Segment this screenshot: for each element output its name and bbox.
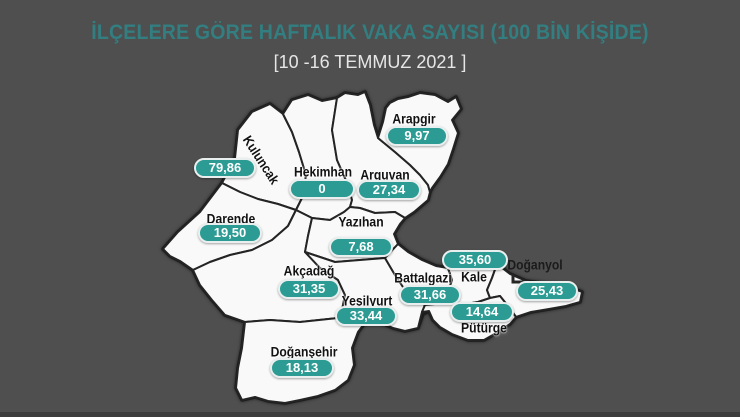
value-badge-yazihan: 7,68 (329, 237, 393, 257)
district-label-arapgir: Arapgir (392, 111, 436, 127)
value-badge-arapgir: 9,97 (386, 126, 448, 146)
value-badge-puturge: 14,64 (450, 302, 514, 322)
value-badge-battalgazi: 31,66 (399, 285, 461, 305)
value-badge-hekimhan: 0 (289, 179, 355, 199)
value-badge-darende: 19,50 (198, 223, 262, 243)
district-label-akcadag: Akçadağ (283, 263, 335, 279)
value-badge-yesilyurt: 33,44 (335, 306, 397, 326)
value-badge-doganyol: 25,43 (516, 281, 578, 301)
district-label-arguvan: Arguvan (360, 167, 410, 183)
value-badge-akcadag: 31,35 (278, 279, 340, 299)
page-title: İLÇELERE GÖRE HAFTALIK VAKA SAYISI (100 … (91, 21, 649, 44)
bottom-bar (0, 412, 740, 417)
district-label-puturge: Pütürge (461, 320, 507, 336)
value-badge-kuluncak: 79,86 (194, 158, 256, 178)
district-label-darende: Darende (206, 211, 256, 227)
value-badge-doganshehir: 18,13 (270, 358, 334, 378)
district-label-battalgazi: Battalgazi (394, 270, 452, 286)
district-label-yazihan: Yazıhan (338, 214, 384, 230)
value-badge-kale: 35,60 (442, 250, 508, 270)
district-label-yesilyurt: Yeşilyurt (341, 293, 393, 309)
value-badge-arguvan: 27,34 (357, 180, 421, 200)
district-label-doganyol: Doğanyol (507, 257, 563, 273)
district-label-doganshehir: Doğanşehir (270, 344, 338, 360)
district-label-hekimhan: Hekimhan (293, 164, 353, 180)
date-range-subtitle: [10 -16 TEMMUZ 2021 ] (273, 52, 467, 72)
district-label-kale: Kale (461, 269, 487, 285)
